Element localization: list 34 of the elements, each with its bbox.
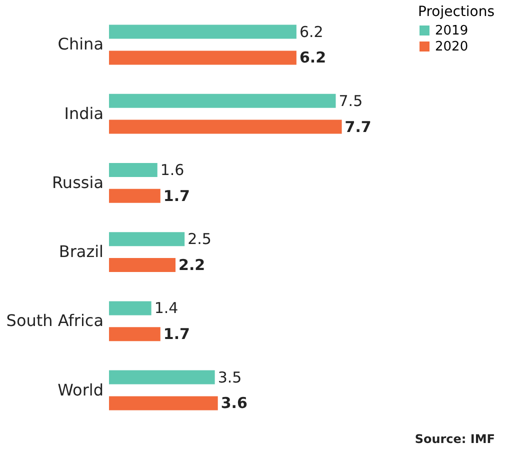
data-label: 7.5 xyxy=(338,92,363,110)
data-label: 3.5 xyxy=(218,368,242,386)
data-label: 6.2 xyxy=(299,48,326,67)
data-label: 1.7 xyxy=(163,186,190,205)
bar xyxy=(109,94,336,108)
legend-label: 2020 xyxy=(435,40,468,54)
y-tick-label: World xyxy=(58,380,104,400)
bar xyxy=(109,162,158,177)
source-note: Source: IMF xyxy=(414,432,495,446)
data-label: 2.5 xyxy=(188,230,212,248)
y-tick-label: China xyxy=(58,34,104,54)
y-tick-label: India xyxy=(64,104,104,123)
y-tick-label: Brazil xyxy=(58,242,104,262)
bar xyxy=(109,24,296,39)
legend-label: 2019 xyxy=(435,24,468,38)
y-tick-label: Russia xyxy=(52,172,104,192)
data-label: 1.4 xyxy=(154,299,178,318)
bar xyxy=(109,301,152,316)
data-label: 3.6 xyxy=(220,394,248,412)
bar xyxy=(109,370,215,384)
bar xyxy=(109,396,218,410)
y-tick-label: South Africa xyxy=(6,311,104,330)
bar xyxy=(109,258,176,272)
legend-title: Projections xyxy=(418,4,495,20)
bar xyxy=(109,188,160,203)
bar xyxy=(109,50,296,65)
data-label: 2.2 xyxy=(178,256,206,274)
bar xyxy=(109,327,160,342)
data-label: 7.7 xyxy=(344,118,372,136)
data-label: 1.6 xyxy=(160,160,184,179)
bar xyxy=(109,232,185,246)
data-label: 1.7 xyxy=(163,325,190,344)
bar xyxy=(109,120,342,134)
data-label: 6.2 xyxy=(299,22,324,41)
